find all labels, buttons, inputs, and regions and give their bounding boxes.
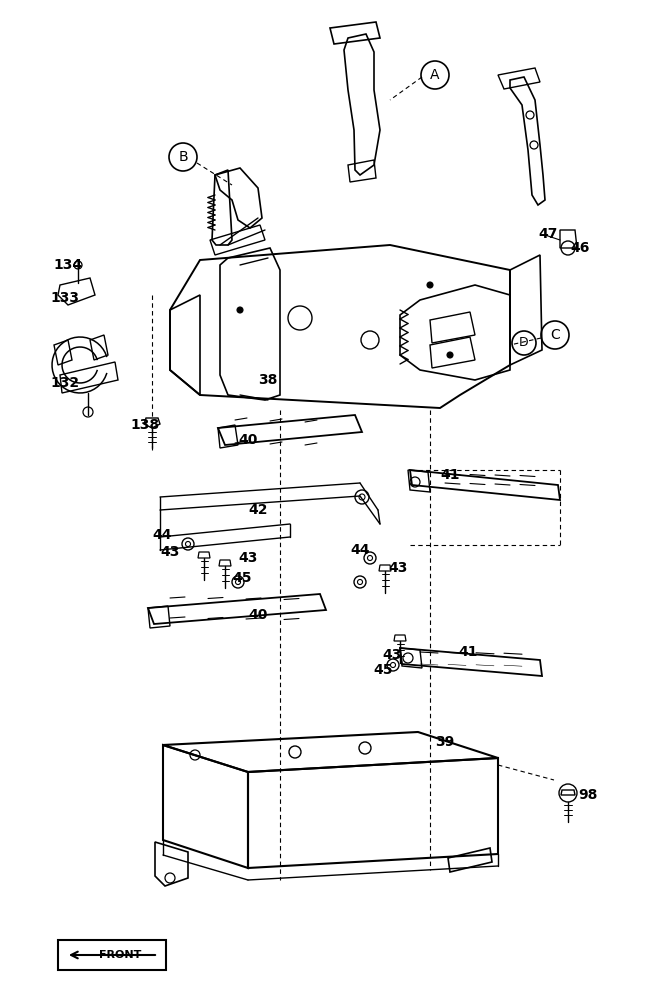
Text: C: C — [550, 328, 560, 342]
Text: 44: 44 — [350, 543, 370, 557]
Text: 98: 98 — [578, 788, 598, 802]
Text: 39: 39 — [436, 735, 455, 749]
Text: 40: 40 — [238, 433, 258, 447]
Text: 133: 133 — [51, 291, 79, 305]
Text: 43: 43 — [382, 648, 401, 662]
Circle shape — [427, 282, 433, 288]
Text: 46: 46 — [570, 241, 590, 255]
Text: 138: 138 — [130, 418, 160, 432]
Circle shape — [237, 307, 243, 313]
Text: D: D — [519, 336, 529, 350]
Text: 45: 45 — [373, 663, 393, 677]
Text: 43: 43 — [160, 545, 180, 559]
Circle shape — [447, 352, 453, 358]
Text: 45: 45 — [232, 571, 252, 585]
Text: 43: 43 — [388, 561, 407, 575]
Text: B: B — [178, 150, 188, 164]
Text: 47: 47 — [538, 227, 558, 241]
Text: FRONT: FRONT — [99, 950, 141, 960]
Text: 41: 41 — [440, 468, 460, 482]
Text: 134: 134 — [53, 258, 83, 272]
Text: 40: 40 — [248, 608, 268, 622]
Text: 44: 44 — [152, 528, 172, 542]
Text: 132: 132 — [51, 376, 79, 390]
Text: 42: 42 — [248, 503, 268, 517]
Text: A: A — [430, 68, 440, 82]
Text: 38: 38 — [259, 373, 278, 387]
Text: 41: 41 — [458, 645, 478, 659]
Text: 43: 43 — [238, 551, 258, 565]
